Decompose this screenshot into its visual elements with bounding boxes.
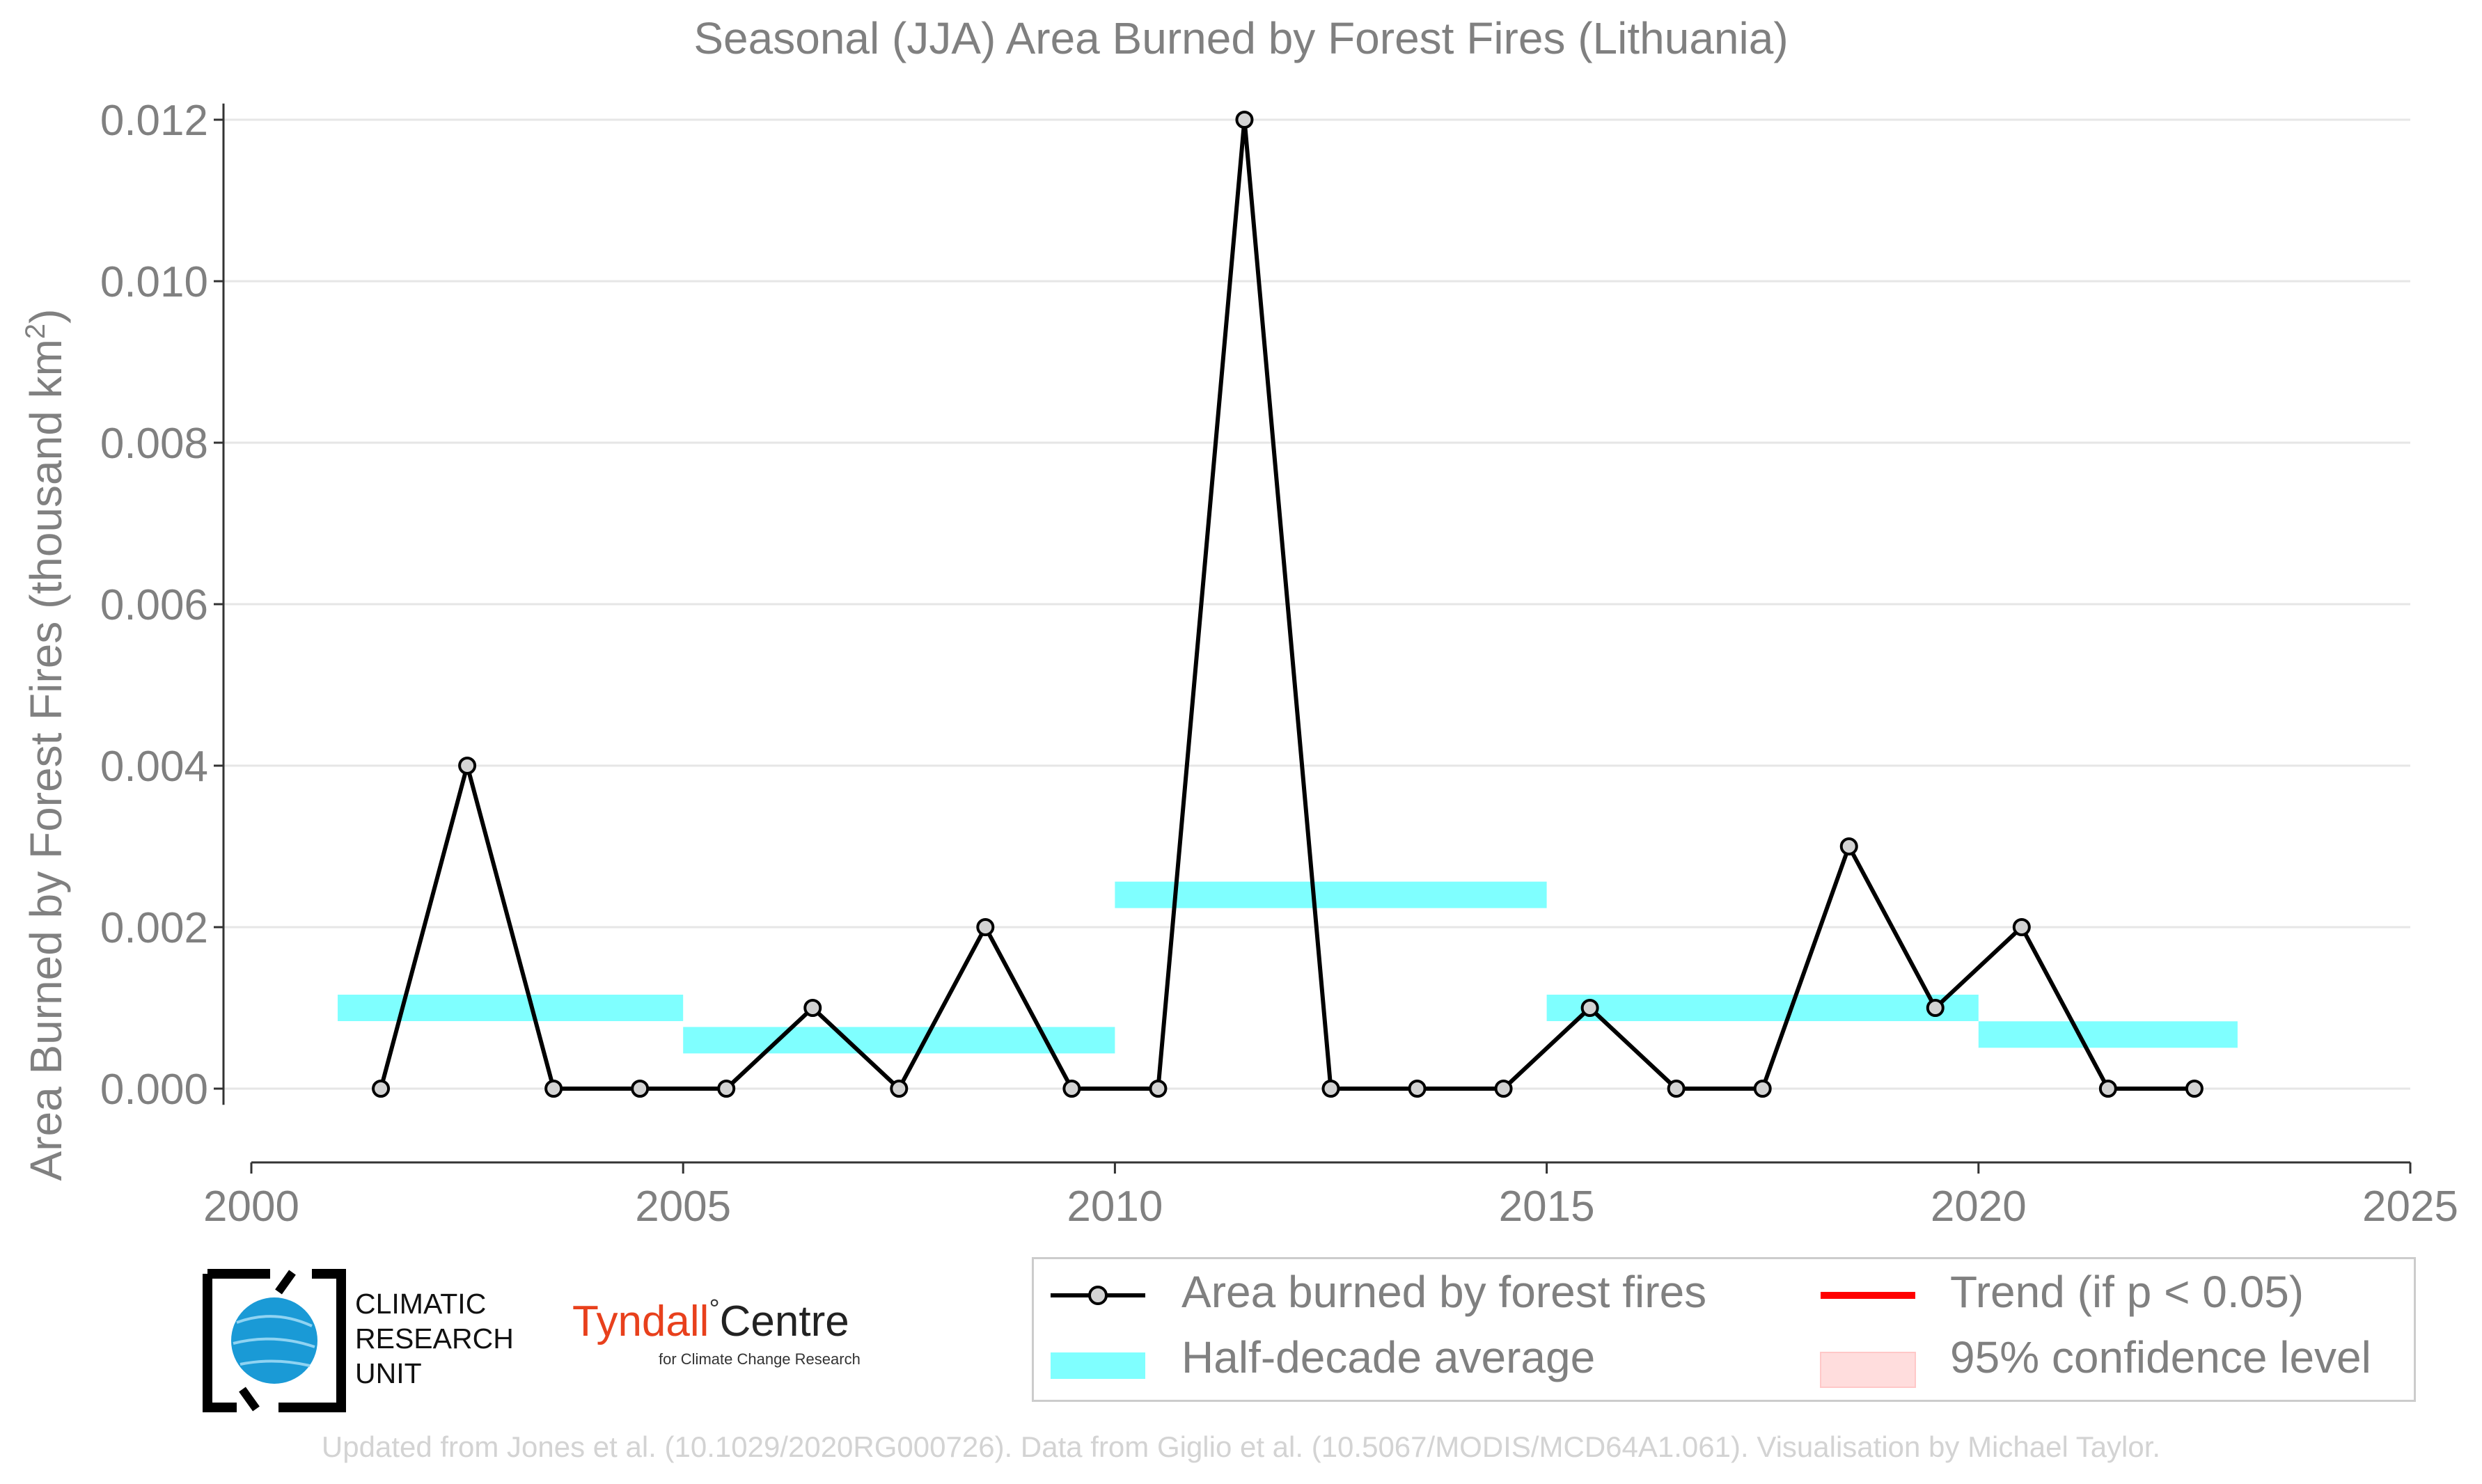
y-tick-label: 0.008 <box>100 420 208 468</box>
y-tick-label: 0.010 <box>100 258 208 306</box>
data-point <box>1062 1080 1081 1098</box>
data-point <box>2012 918 2031 936</box>
tyndall-subtitle: for Climate Change Research <box>659 1350 861 1368</box>
chart-title: Seasonal (JJA) Area Burned by Forest Fir… <box>693 13 1789 63</box>
cru-logo-frame <box>203 1269 346 1412</box>
y-axis-label-sup: 2 <box>20 324 51 339</box>
data-point <box>890 1080 909 1098</box>
legend-label-trend: Trend (if p < 0.05) <box>1950 1267 2304 1317</box>
half-decade-bands <box>338 881 2238 1054</box>
data-point <box>1149 1080 1168 1098</box>
x-tick-label: 2015 <box>1499 1183 1595 1231</box>
half-decade-band <box>338 995 684 1021</box>
data-point <box>458 757 477 775</box>
tyndall-degree: ° <box>709 1295 720 1324</box>
axes <box>214 103 2412 1174</box>
tyndall-word: Tyndall <box>572 1297 709 1345</box>
data-point <box>2185 1080 2204 1098</box>
data-point <box>2098 1080 2117 1098</box>
y-tick-label: 0.012 <box>100 97 208 145</box>
cru-logo-slash-bottom <box>239 1387 260 1412</box>
cru-text-line-2: RESEARCH <box>355 1323 514 1355</box>
y-axis-label-main: Area Burned by Forest Fires (thousand km <box>21 339 71 1181</box>
y-axis-label: Area Burned by Forest Fires (thousand km… <box>20 309 71 1181</box>
y-tick-label: 0.002 <box>100 904 208 952</box>
legend-swatch-band <box>1051 1352 1145 1379</box>
data-point <box>1580 999 1599 1017</box>
series-line <box>379 118 2194 1091</box>
data-point <box>1839 837 1858 855</box>
y-tick-label: 0.006 <box>100 581 208 629</box>
x-tick-label: 2020 <box>1931 1183 2027 1231</box>
y-axis-label-close: ) <box>21 309 71 324</box>
data-point <box>1321 1080 1340 1098</box>
data-point <box>1753 1080 1772 1098</box>
data-point <box>717 1080 736 1098</box>
cru-logo-text: CLIMATIC RESEARCH UNIT <box>355 1286 514 1391</box>
data-point <box>544 1080 563 1098</box>
legend-label-series: Area burned by forest fires <box>1181 1267 1707 1317</box>
data-point <box>1667 1080 1686 1098</box>
cru-logo-slash-top <box>275 1270 296 1295</box>
half-decade-band <box>1978 1021 2238 1048</box>
tyndall-centre: Centre <box>719 1297 849 1345</box>
y-tick-label: 0.000 <box>100 1066 208 1114</box>
legend-label-confidence: 95% confidence level <box>1950 1332 2371 1382</box>
half-decade-band <box>1546 995 1979 1021</box>
cru-logo <box>203 1269 346 1412</box>
tyndall-logo: Tyndall°Centre <box>572 1295 849 1346</box>
data-point <box>803 999 822 1017</box>
tick-labels: 0.000 0.002 0.004 0.006 0.008 0.010 0.012 2000 2… <box>100 97 2458 1231</box>
data-point <box>1235 111 1254 129</box>
x-tick-label: 2000 <box>203 1183 299 1231</box>
series-line-area-burned <box>379 118 2194 1091</box>
y-tick-label: 0.004 <box>100 743 208 791</box>
data-point <box>631 1080 650 1098</box>
credit-line: Updated from Jones et al. (10.1029/2020R… <box>321 1430 2161 1463</box>
data-point <box>1926 999 1945 1017</box>
legend: Area burned by forest fires Half-decade … <box>1032 1257 2416 1402</box>
data-point <box>372 1080 391 1098</box>
half-decade-band <box>1115 881 1547 908</box>
x-tick-label: 2010 <box>1067 1183 1163 1231</box>
legend-label-band: Half-decade average <box>1181 1332 1596 1382</box>
legend-swatches <box>1051 1286 1916 1388</box>
cru-text-line-3: UNIT <box>355 1357 422 1389</box>
cru-globe-lines <box>233 1315 315 1367</box>
data-point <box>1408 1080 1427 1098</box>
data-point <box>976 918 995 936</box>
series-markers <box>372 111 2204 1098</box>
x-tick-label: 2025 <box>2362 1183 2458 1231</box>
x-tick-label: 2005 <box>635 1183 731 1231</box>
data-point <box>1494 1080 1513 1098</box>
legend-swatch-marker <box>1088 1286 1108 1305</box>
cru-text-line-1: CLIMATIC <box>355 1288 487 1320</box>
legend-swatch-confidence <box>1820 1352 1916 1388</box>
